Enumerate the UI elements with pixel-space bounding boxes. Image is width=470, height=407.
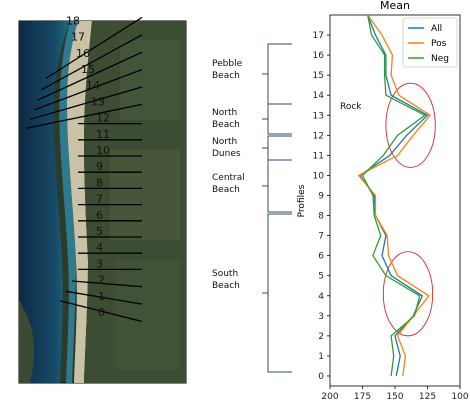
x-tick-label: 175 [354, 392, 371, 402]
segment-label: Beach [212, 71, 240, 81]
transect-line [25, 103, 143, 129]
series-lines [357, 14, 432, 377]
y-tick-label: 3 [318, 312, 324, 322]
legend-box [402, 17, 458, 68]
y-tick-label: 13 [313, 111, 324, 121]
profile-label: 1 [98, 290, 105, 303]
y-tick-label: 17 [313, 31, 324, 41]
segment-label: South [212, 269, 238, 279]
series-line-neg [361, 14, 427, 377]
y-tick-label: 15 [313, 71, 324, 81]
transect-line [33, 68, 143, 111]
segment-label: North [212, 108, 237, 118]
legend-label-pos: Pos [431, 39, 447, 49]
profile-label: 18 [66, 14, 80, 27]
transect-lines [25, 16, 143, 323]
y-tick-label: 9 [318, 191, 324, 201]
profile-label: 13 [91, 95, 105, 108]
profile-label: 12 [96, 112, 110, 125]
profile-label: 9 [96, 160, 103, 173]
profile-label: 3 [96, 257, 103, 270]
transect-line [37, 51, 143, 101]
profile-label: 8 [96, 176, 103, 189]
transect-line [59, 300, 143, 323]
segment-label: Beach [212, 185, 240, 195]
y-tick-label: 8 [318, 212, 324, 222]
profile-label: 5 [96, 225, 103, 238]
y-tick-label: 11 [313, 151, 324, 161]
y-tick-label: 14 [313, 91, 325, 101]
chart-title: Mean [380, 0, 410, 12]
y-tick-label: 12 [313, 131, 324, 141]
x-tick-label: 100 [451, 392, 468, 402]
profile-label: 6 [96, 209, 103, 222]
highlight-circles [382, 82, 436, 337]
segment-bracket [267, 103, 292, 135]
legend-label-neg: Neg [431, 54, 449, 64]
y-tick-label: 10 [313, 171, 325, 181]
transect-line [41, 34, 143, 90]
mean-chart: Mean Profiles 200 175 150 125 100 0123456789… [297, 0, 469, 402]
x-tick-label: 150 [386, 392, 403, 402]
legend: All Pos Neg [402, 17, 458, 68]
rock-annotation: Rock [340, 102, 362, 112]
profile-label: 11 [96, 128, 110, 141]
profile-label: 4 [96, 241, 103, 254]
profile-label: 14 [86, 79, 100, 92]
transect-line [29, 86, 143, 121]
y-tick-label: 6 [318, 252, 324, 262]
segment-bracket [267, 213, 292, 373]
series-line-pos [357, 14, 432, 377]
legend-label-all: All [431, 24, 442, 34]
profile-label: 17 [71, 31, 85, 44]
y-tick-label: 4 [318, 292, 324, 302]
highlight-circle-1 [382, 251, 434, 337]
profile-label: 0 [98, 306, 105, 319]
x-axis-ticks: 200 175 150 125 100 [321, 386, 469, 402]
transect-line [65, 290, 143, 305]
segment-bracket [267, 159, 292, 213]
y-tick-label: 7 [318, 232, 324, 242]
segment-labels: Pebble Beach North Beach North Dunes Central Be… [212, 59, 245, 291]
segment-label: Beach [212, 281, 240, 291]
highlight-circle-0 [385, 82, 436, 168]
profile-label: 16 [76, 47, 90, 60]
segment-label: Beach [212, 120, 240, 130]
y-tick-label: 5 [318, 272, 324, 282]
y-tick-label: 16 [313, 51, 325, 61]
series-line-all [358, 14, 429, 377]
segment-label: North [212, 137, 237, 147]
segment-bracket [267, 43, 292, 105]
transect-line [45, 16, 143, 79]
segment-label: Dunes [212, 149, 241, 159]
y-axis-label: Profiles [297, 184, 307, 217]
segment-label: Pebble [212, 59, 243, 69]
x-tick-label: 125 [419, 392, 436, 402]
profile-label: 15 [81, 63, 95, 76]
plot-area [329, 14, 461, 387]
profile-label: 7 [96, 193, 103, 206]
y-tick-label: 0 [318, 372, 324, 382]
segment-bracket [267, 135, 292, 161]
segment-brackets [262, 43, 292, 373]
profile-label: 10 [96, 144, 110, 157]
y-tick-label: 2 [318, 332, 324, 342]
profile-label: 2 [98, 274, 105, 287]
transect-line [71, 280, 143, 288]
y-tick-label: 1 [318, 352, 324, 362]
x-tick-label: 200 [321, 392, 338, 402]
segment-label: Central [212, 173, 245, 183]
